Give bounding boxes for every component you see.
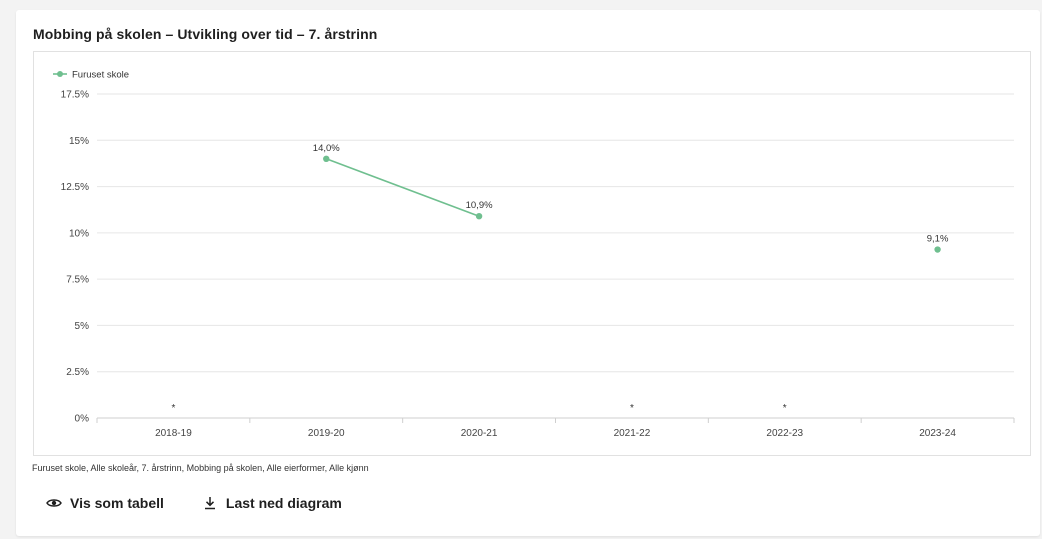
chart-card: Mobbing på skolen – Utvikling over tid –…	[16, 10, 1040, 536]
download-icon	[204, 497, 215, 510]
data-point	[934, 246, 941, 253]
y-tick-label: 15%	[69, 136, 89, 147]
data-label: 10,9%	[466, 200, 493, 211]
legend-marker	[57, 71, 63, 77]
y-tick-label: 7.5%	[66, 275, 89, 286]
suppressed-mark: *	[783, 403, 787, 414]
x-tick-label: 2023-24	[919, 428, 956, 439]
data-point	[323, 155, 330, 162]
y-tick-label: 12.5%	[61, 182, 89, 193]
suppressed-mark: *	[171, 403, 175, 414]
suppressed-mark: *	[630, 403, 634, 414]
chart-title: Mobbing på skolen – Utvikling over tid –…	[33, 26, 378, 42]
chart-area: 0% 2.5% 5% 7.5% 10% 12.5% 15% 17.5% 2018-19 2019-…	[33, 51, 1031, 456]
x-tick-label: 2018-19	[155, 428, 192, 439]
chart-actions: Vis som tabell Last ned diagram	[46, 495, 342, 511]
x-tick-label: 2022-23	[766, 428, 803, 439]
y-tick-label: 10%	[69, 228, 89, 239]
data-label: 14,0%	[313, 143, 340, 154]
data-point	[475, 212, 483, 220]
download-chart-label: Last ned diagram	[225, 495, 342, 511]
legend-label: Furuset skole	[72, 70, 129, 81]
x-tick-label: 2020-21	[461, 428, 498, 439]
eye-icon	[46, 499, 62, 507]
y-tick-label: 0%	[75, 414, 90, 425]
chart-footnote: Furuset skole, Alle skoleår, 7. årstrinn…	[32, 463, 369, 473]
y-tick-label: 2.5%	[66, 367, 89, 378]
series-line	[325, 158, 480, 217]
y-tick-label: 5%	[75, 321, 90, 332]
show-table-button[interactable]: Vis som tabell	[46, 495, 164, 511]
x-tick-label: 2019-20	[308, 428, 345, 439]
data-label: 9,1%	[927, 234, 949, 245]
y-tick-label: 17.5%	[61, 90, 89, 101]
show-table-label: Vis som tabell	[70, 495, 164, 511]
x-tick-label: 2021-22	[614, 428, 651, 439]
line-chart: 0% 2.5% 5% 7.5% 10% 12.5% 15% 17.5% 2018-19 2019-…	[53, 70, 1015, 439]
download-chart-button[interactable]: Last ned diagram	[202, 495, 342, 511]
